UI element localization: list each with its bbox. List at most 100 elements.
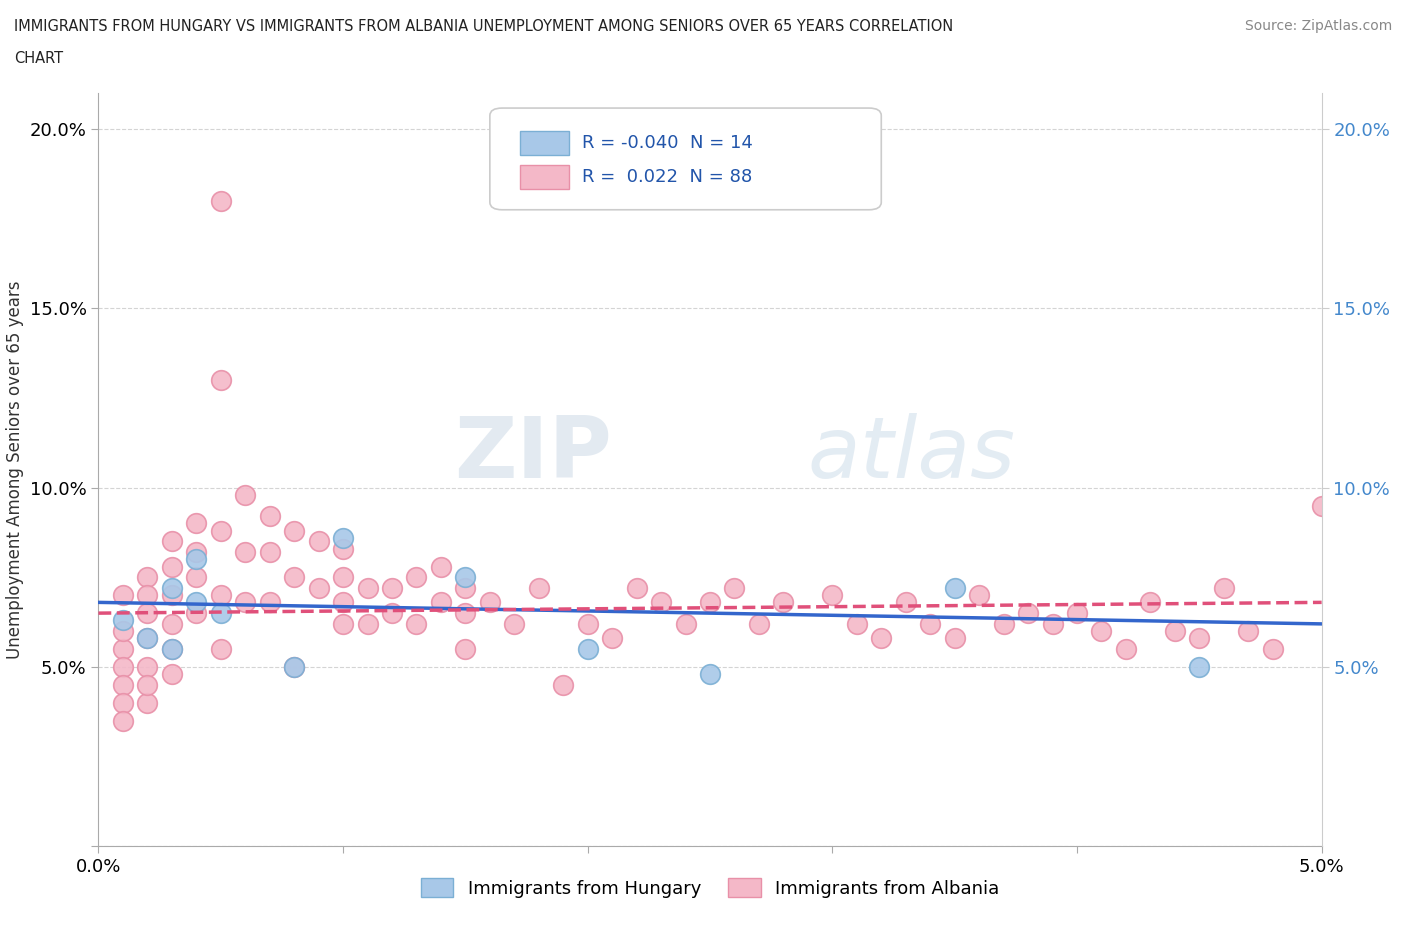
Point [967,588,990,603]
Point [186,605,208,620]
Text: ZIP: ZIP [454,413,612,496]
Point [943,631,966,645]
Point [993,617,1015,631]
Point [675,617,697,631]
Point [160,534,183,549]
Point [699,667,721,682]
Point [136,696,159,711]
Point [308,534,330,549]
Point [600,631,623,645]
Point [576,617,599,631]
Point [405,617,427,631]
Text: IMMIGRANTS FROM HUNGARY VS IMMIGRANTS FROM ALBANIA UNEMPLOYMENT AMONG SENIORS OV: IMMIGRANTS FROM HUNGARY VS IMMIGRANTS FR… [14,19,953,33]
Point [111,677,134,692]
Point [454,642,477,657]
Point [723,580,745,595]
Point [576,642,599,657]
Text: CHART: CHART [14,51,63,66]
Point [650,595,672,610]
Point [870,631,893,645]
Point [160,642,183,657]
FancyBboxPatch shape [520,131,569,154]
Text: Source: ZipAtlas.com: Source: ZipAtlas.com [1244,19,1392,33]
Point [332,595,354,610]
Point [136,588,159,603]
Point [233,487,256,502]
Point [160,580,183,595]
Point [553,677,575,692]
Point [209,373,232,388]
Point [308,580,330,595]
Text: atlas: atlas [808,413,1017,496]
Point [894,595,917,610]
Point [478,595,501,610]
Point [111,659,134,674]
Point [1017,605,1039,620]
Point [748,617,770,631]
Point [1139,595,1161,610]
Point [1237,624,1260,639]
Point [943,580,966,595]
Point [111,713,134,728]
Point [136,659,159,674]
Point [186,595,208,610]
Point [160,667,183,682]
Point [1261,642,1284,657]
Point [1115,642,1137,657]
Point [1188,631,1211,645]
Point [233,595,256,610]
Point [160,559,183,574]
Point [111,696,134,711]
Point [332,617,354,631]
Point [186,570,208,585]
Y-axis label: Unemployment Among Seniors over 65 years: Unemployment Among Seniors over 65 years [6,281,24,658]
Point [454,605,477,620]
Point [920,617,942,631]
Text: R = -0.040  N = 14: R = -0.040 N = 14 [582,134,752,152]
Point [283,524,305,538]
Point [209,588,232,603]
Point [405,570,427,585]
Legend: Immigrants from Hungary, Immigrants from Albania: Immigrants from Hungary, Immigrants from… [413,871,1007,905]
FancyBboxPatch shape [489,108,882,210]
Point [430,595,453,610]
Point [332,570,354,585]
Point [160,588,183,603]
Point [136,570,159,585]
Point [1188,659,1211,674]
Point [356,580,378,595]
Point [1042,617,1064,631]
Point [527,580,550,595]
Point [356,617,378,631]
Point [111,624,134,639]
Point [136,631,159,645]
Point [1164,624,1187,639]
Point [186,551,208,566]
FancyBboxPatch shape [520,166,569,190]
Point [1310,498,1333,513]
Point [503,617,526,631]
Point [1090,624,1112,639]
Point [430,559,453,574]
Point [699,595,721,610]
Point [772,595,794,610]
Point [136,677,159,692]
Point [209,605,232,620]
Point [209,524,232,538]
Point [454,580,477,595]
Point [381,580,404,595]
Point [186,545,208,560]
Point [136,605,159,620]
Point [111,642,134,657]
Point [283,659,305,674]
Point [1066,605,1088,620]
Point [111,613,134,628]
Point [259,595,281,610]
Point [233,545,256,560]
Point [259,545,281,560]
Point [626,580,648,595]
Point [209,642,232,657]
Point [283,570,305,585]
Point [332,530,354,545]
Point [136,631,159,645]
